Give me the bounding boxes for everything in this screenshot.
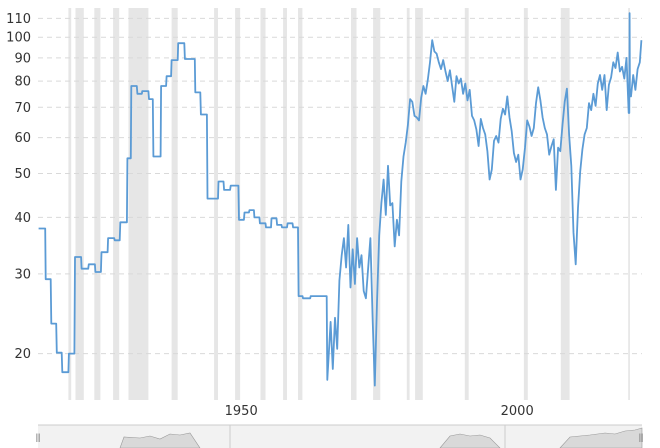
y-tick-label: 60 [14,131,31,146]
recession-band [406,8,410,400]
recession-band [560,8,570,400]
navigator-left-handle[interactable]: ⦀ [36,432,41,445]
y-tick-label: 40 [14,211,31,226]
recession-band [464,8,469,400]
y-tick-label: 50 [14,167,31,182]
recession-band [415,8,423,400]
recession-band [128,8,149,400]
recession-band [283,8,287,400]
y-tick-label: 110 [6,12,31,27]
recession-band [214,8,218,400]
recession-band [113,8,120,400]
recession-band [628,8,630,400]
recession-bands [68,8,630,400]
recession-band [235,8,241,400]
navigator-right-handle[interactable]: ⦀ [639,432,644,445]
y-tick-label: 30 [14,267,31,282]
x-axis-ticks: 1950 2000 [225,404,534,419]
range-navigator[interactable]: ⦀ ⦀ [36,424,644,448]
navigator-silhouette [119,427,643,448]
recession-band [260,8,266,400]
recession-band [298,8,303,400]
y-tick-label: 80 [14,75,31,90]
series-group [38,12,643,387]
recession-band [373,8,381,400]
recession-band [171,8,178,400]
y-tick-label: 90 [14,51,31,66]
recession-band [94,8,101,400]
x-tick-label: 1950 [225,404,258,419]
y-tick-label: 20 [14,347,31,362]
y-tick-label: 100 [6,31,31,46]
recession-band [523,8,528,400]
series-line [38,12,643,387]
recession-band [68,8,72,400]
y-axis-ticks: 20 30 40 50 60 70 80 90 100 110 [6,12,31,362]
recession-band [351,8,357,400]
recession-band [75,8,84,400]
x-tick-label: 2000 [501,404,534,419]
y-tick-label: 70 [14,101,31,116]
